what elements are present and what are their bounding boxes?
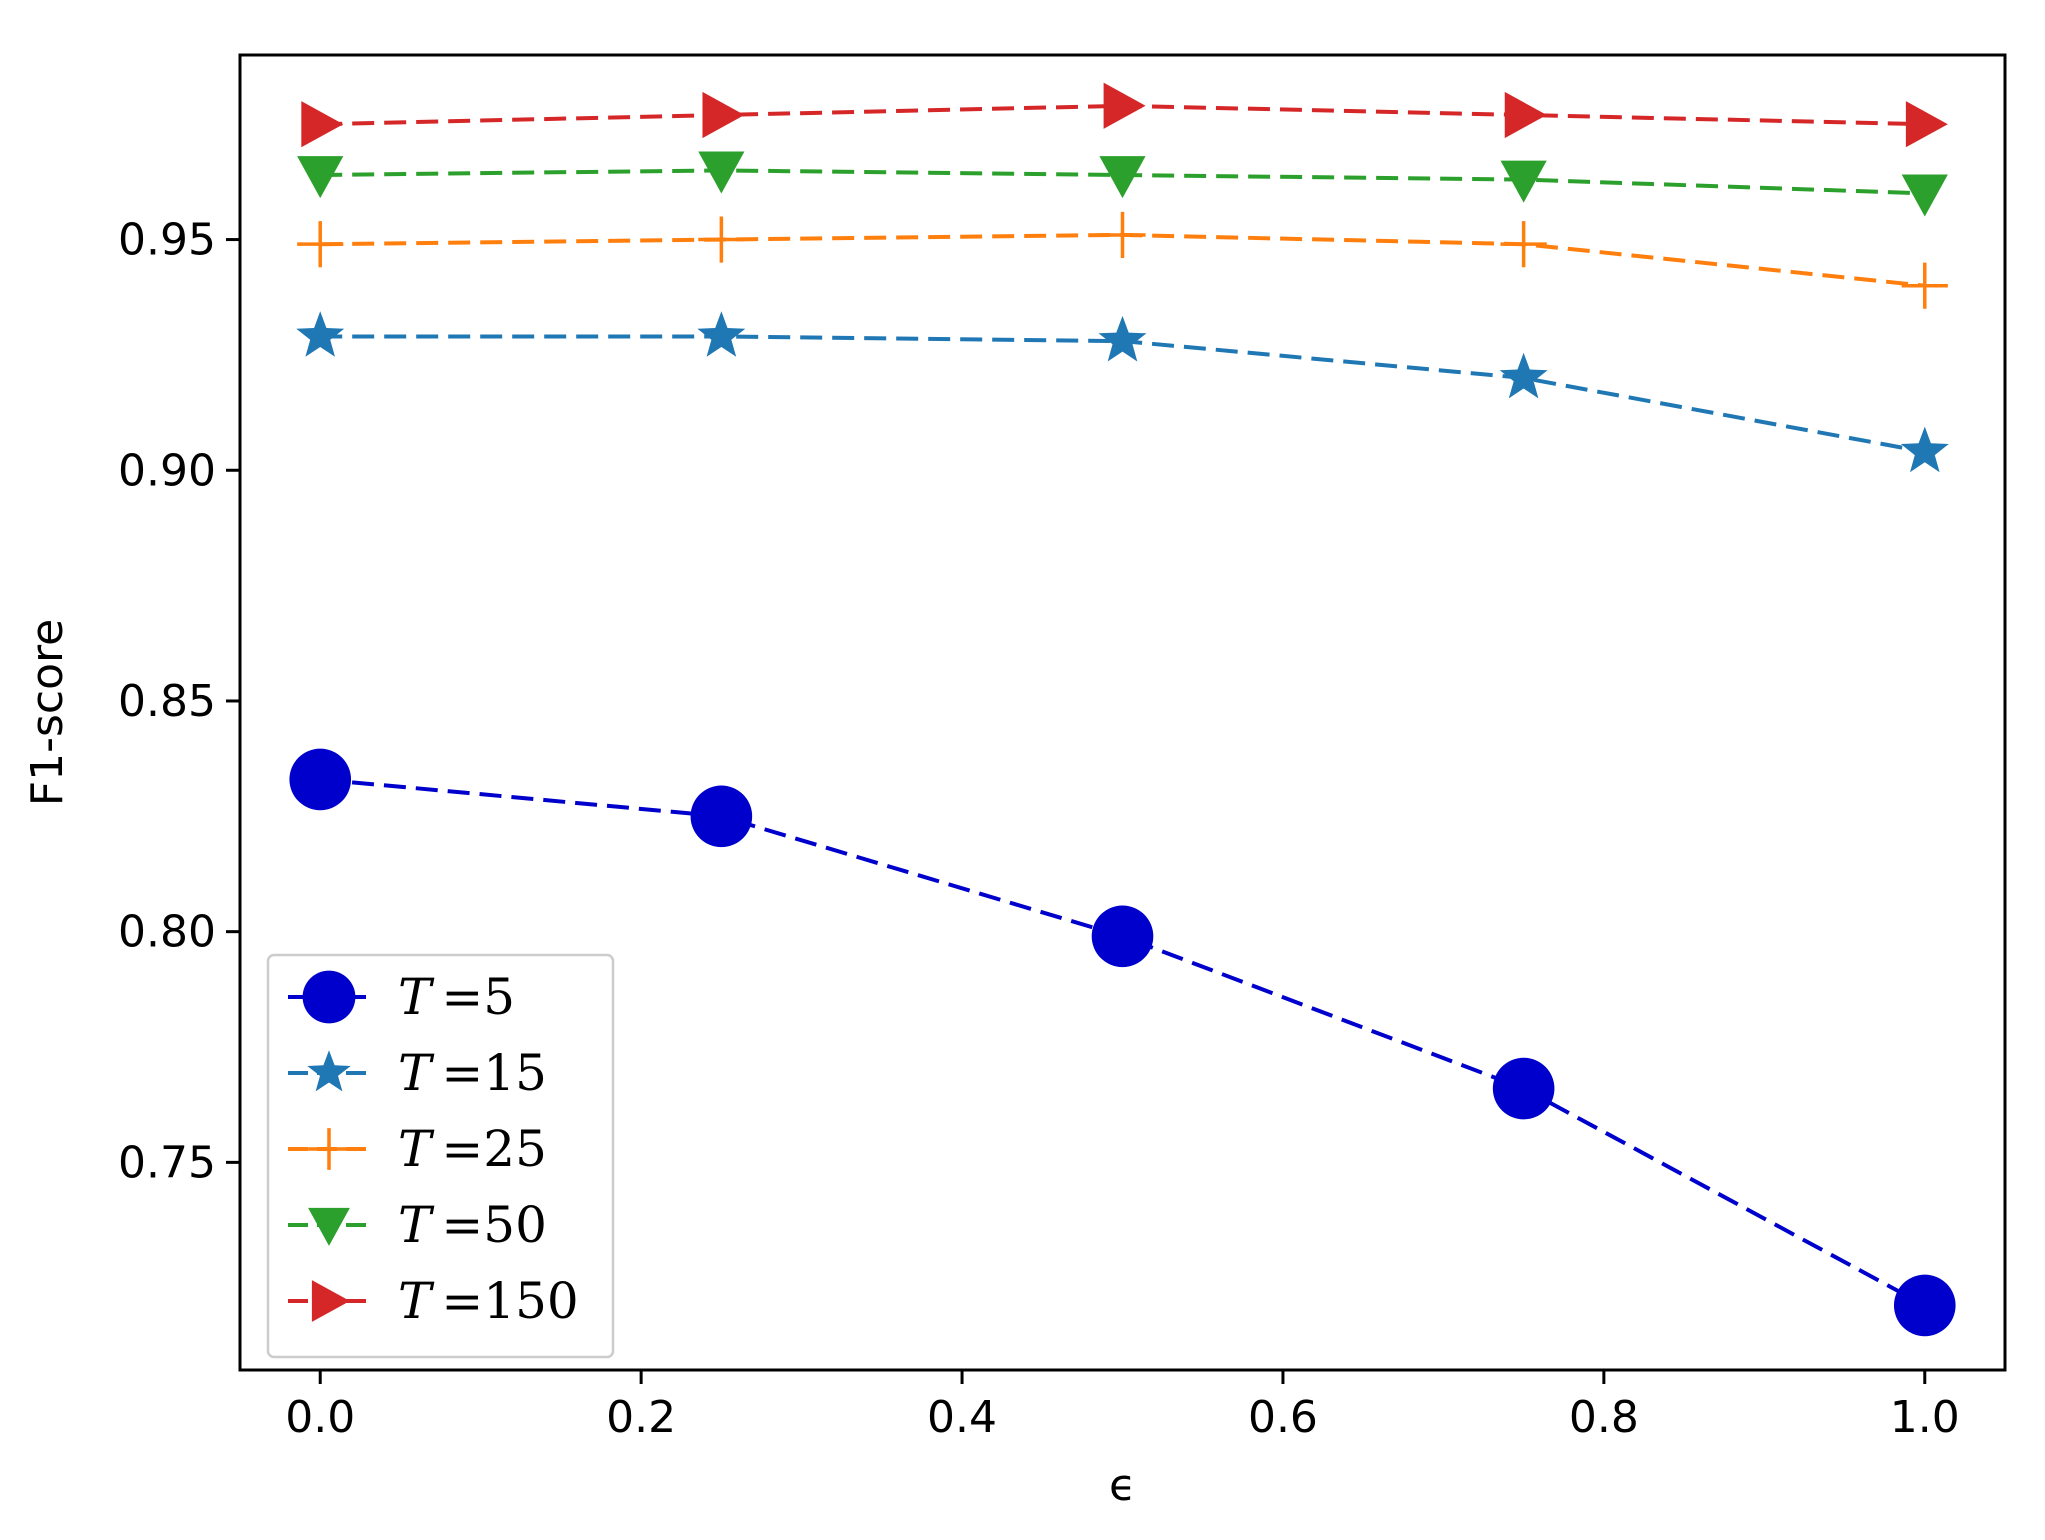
legend-label: T =15 <box>398 1044 547 1102</box>
legend-label: T =5 <box>398 968 515 1026</box>
x-axis-label: ϵ <box>1109 1460 1136 1511</box>
y-tick-label: 0.85 <box>118 676 216 727</box>
data-point <box>296 311 345 357</box>
x-tick-label: 1.0 <box>1890 1392 1960 1443</box>
data-point <box>289 748 352 811</box>
y-tick-label: 0.90 <box>118 445 216 496</box>
series-0 <box>289 748 1956 1337</box>
legend-marker <box>308 1207 350 1246</box>
data-point <box>1103 82 1146 129</box>
data-point <box>1098 315 1147 362</box>
axes-frame <box>238 53 2007 1372</box>
data-point <box>690 785 753 848</box>
legend-entry: T =50 <box>288 1196 547 1254</box>
data-point <box>1900 426 1949 473</box>
legend-marker <box>307 1050 351 1092</box>
series-3 <box>297 151 1948 217</box>
plot-area <box>289 82 1956 1337</box>
data-point <box>1099 211 1146 259</box>
legend-box <box>266 953 615 1359</box>
data-point <box>697 311 746 357</box>
data-point <box>1901 262 1948 309</box>
data-point <box>297 221 344 268</box>
series-2 <box>297 211 1948 309</box>
series-1 <box>296 311 1949 473</box>
data-point <box>1500 160 1547 203</box>
data-point <box>1492 1057 1555 1120</box>
data-point <box>1504 91 1547 139</box>
data-point <box>698 151 745 194</box>
data-point <box>1091 905 1154 968</box>
data-point <box>1099 156 1146 199</box>
legend-label: T =25 <box>398 1120 547 1178</box>
legend-marker <box>302 970 356 1024</box>
legend-label: T =50 <box>398 1196 547 1254</box>
y-tick-label: 0.75 <box>118 1137 216 1188</box>
legend-label: T =150 <box>398 1272 579 1330</box>
y-tick-label: 0.95 <box>118 215 216 266</box>
x-tick-label: 0.6 <box>1248 1392 1318 1443</box>
y-tick-label: 0.80 <box>118 907 216 958</box>
legend: T =5 T =15 T =25 T =50 T =150 <box>266 953 615 1359</box>
legend-entry: T =15 <box>288 1044 547 1102</box>
data-point <box>1905 101 1948 148</box>
x-tick-label: 0.4 <box>927 1392 997 1443</box>
legend-entry: T =5 <box>288 968 515 1026</box>
legend-entry: T =150 <box>288 1272 579 1330</box>
x-tick-label: 0.8 <box>1569 1392 1639 1443</box>
x-tick-label: 0.0 <box>285 1392 355 1443</box>
data-point <box>1499 352 1548 399</box>
data-point <box>698 216 745 263</box>
legend-marker <box>311 1280 350 1322</box>
series-line <box>320 334 1926 454</box>
data-point <box>702 91 745 139</box>
y-axis-label: F1-score <box>22 619 73 806</box>
data-point <box>1893 1274 1956 1337</box>
legend-marker <box>308 1128 350 1170</box>
data-point <box>297 156 344 199</box>
axis-ticks: 0.0 0.2 0.4 0.6 0.8 1.0 0.75 0.80 0.85 0.90 0.95 <box>118 215 1960 1443</box>
data-point <box>1901 174 1948 217</box>
legend-entry: T =25 <box>288 1120 547 1178</box>
series-4 <box>301 82 1948 148</box>
data-point <box>301 101 344 148</box>
x-tick-label: 0.2 <box>606 1392 676 1443</box>
data-point <box>1500 221 1547 268</box>
